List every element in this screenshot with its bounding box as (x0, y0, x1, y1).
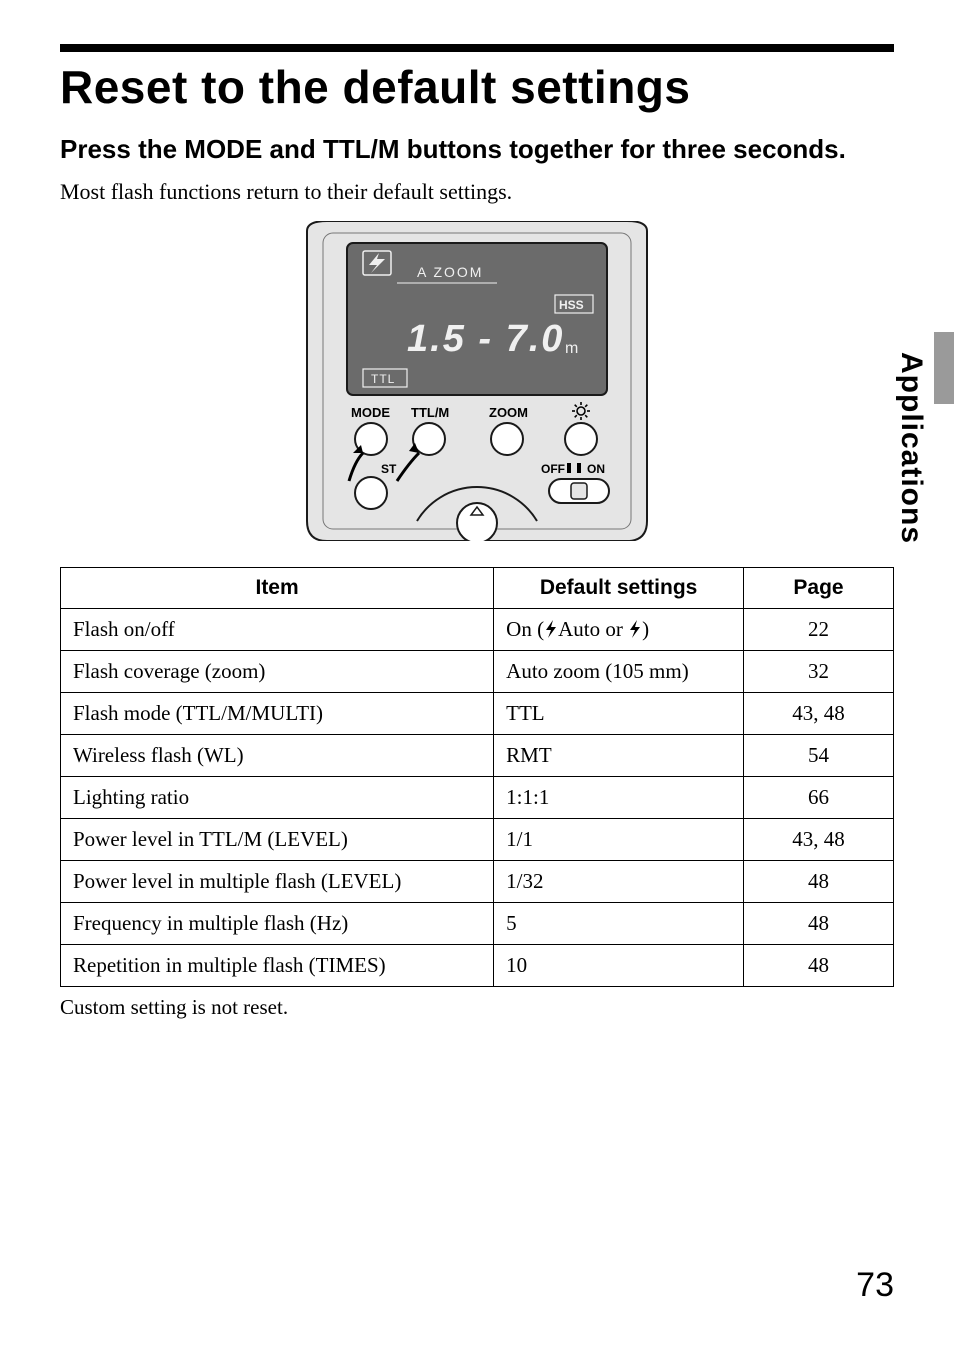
lcd-range-value: 1.5 - 7.0 (407, 318, 564, 360)
cell-page: 66 (744, 776, 894, 818)
cell-default: 5 (494, 902, 744, 944)
zoom-button (491, 423, 523, 455)
cell-default: On ( Auto or ) (494, 608, 744, 650)
btn-st-label: ST (381, 462, 397, 476)
table-header-row: Item Default settings Page (61, 567, 894, 608)
power-switch-knob (571, 483, 587, 499)
th-default: Default settings (494, 567, 744, 608)
cell-item: Wireless flash (WL) (61, 734, 494, 776)
cell-default: 1/32 (494, 860, 744, 902)
cell-item: Power level in multiple flash (LEVEL) (61, 860, 494, 902)
cell-page: 43, 48 (744, 818, 894, 860)
document-page: Reset to the default settings Press the … (0, 0, 954, 1345)
bolt-icon (628, 620, 642, 638)
cell-default: RMT (494, 734, 744, 776)
cell-default-prefix: On ( (506, 617, 544, 641)
top-rule (60, 44, 894, 52)
instruction-heading: Press the MODE and TTL/M buttons togethe… (60, 132, 894, 167)
table-row: Flash coverage (zoom) Auto zoom (105 mm)… (61, 650, 894, 692)
cell-item: Flash mode (TTL/M/MULTI) (61, 692, 494, 734)
cell-item: Flash on/off (61, 608, 494, 650)
btn-ttlm-label: TTL/M (411, 405, 449, 420)
switch-on-label: ON (587, 462, 605, 476)
cell-item: Frequency in multiple flash (Hz) (61, 902, 494, 944)
switch-mark-2 (577, 463, 581, 473)
footnote: Custom setting is not reset. (60, 995, 894, 1020)
lcd-ttl-label: TTL (371, 372, 395, 386)
th-page: Page (744, 567, 894, 608)
table-row: Lighting ratio 1:1:1 66 (61, 776, 894, 818)
switch-off-label: OFF (541, 462, 565, 476)
lcd-zoom-label: A ZOOM (417, 264, 483, 280)
cell-item: Lighting ratio (61, 776, 494, 818)
body-paragraph: Most flash functions return to their def… (60, 177, 894, 207)
st-button (355, 477, 387, 509)
default-settings-table: Item Default settings Page Flash on/off … (60, 567, 894, 987)
table-row: Flash on/off On ( Auto or ) 22 (61, 608, 894, 650)
cell-default: 1/1 (494, 818, 744, 860)
cell-page: 48 (744, 944, 894, 986)
lcd-hss-label: HSS (559, 298, 584, 312)
cell-item: Flash coverage (zoom) (61, 650, 494, 692)
table-row: Flash mode (TTL/M/MULTI) TTL 43, 48 (61, 692, 894, 734)
cell-page: 43, 48 (744, 692, 894, 734)
cell-page: 48 (744, 902, 894, 944)
page-title: Reset to the default settings (60, 60, 894, 114)
cell-page: 32 (744, 650, 894, 692)
cell-default: 1:1:1 (494, 776, 744, 818)
table-row: Wireless flash (WL) RMT 54 (61, 734, 894, 776)
side-tab-marker (934, 332, 954, 404)
cell-default: 10 (494, 944, 744, 986)
table-row: Power level in multiple flash (LEVEL) 1/… (61, 860, 894, 902)
lcd-range-unit: m (565, 340, 578, 357)
cell-page: 22 (744, 608, 894, 650)
btn-mode-label: MODE (351, 405, 390, 420)
dpad-center (457, 503, 497, 541)
table-row: Repetition in multiple flash (TIMES) 10 … (61, 944, 894, 986)
table-row: Frequency in multiple flash (Hz) 5 48 (61, 902, 894, 944)
cell-default-suffix: ) (642, 617, 649, 641)
flash-unit-svg: A ZOOM HSS 1.5 - 7.0 m TTL MODE TTL/M ZO… (297, 221, 657, 541)
device-illustration: A ZOOM HSS 1.5 - 7.0 m TTL MODE TTL/M ZO… (60, 221, 894, 541)
cell-default: Auto zoom (105 mm) (494, 650, 744, 692)
bolt-icon (544, 620, 558, 638)
cell-default: TTL (494, 692, 744, 734)
side-tab-label: Applications (894, 352, 928, 544)
cell-item: Power level in TTL/M (LEVEL) (61, 818, 494, 860)
switch-mark-1 (567, 463, 571, 473)
cell-item: Repetition in multiple flash (TIMES) (61, 944, 494, 986)
btn-zoom-label: ZOOM (489, 405, 528, 420)
cell-page: 54 (744, 734, 894, 776)
cell-default-mid: Auto or (558, 617, 628, 641)
cell-page: 48 (744, 860, 894, 902)
th-item: Item (61, 567, 494, 608)
page-number: 73 (856, 1266, 894, 1305)
table-row: Power level in TTL/M (LEVEL) 1/1 43, 48 (61, 818, 894, 860)
light-button (565, 423, 597, 455)
